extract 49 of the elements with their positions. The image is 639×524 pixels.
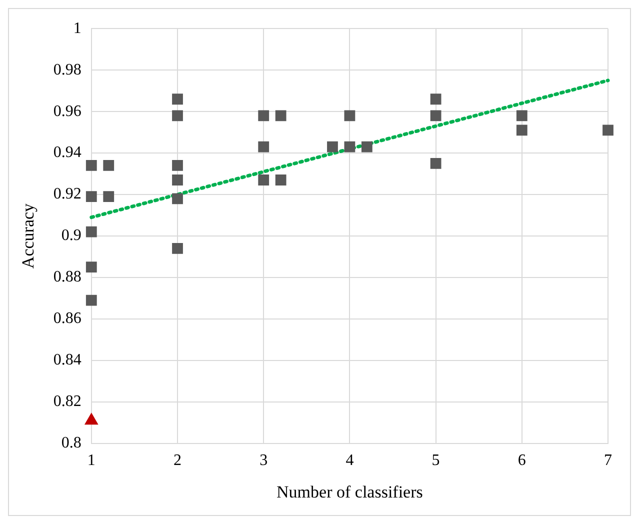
point <box>172 160 183 171</box>
y-tick-label: 0.96 <box>53 102 82 120</box>
y-tick-label: 0.8 <box>61 434 82 452</box>
point <box>103 191 114 202</box>
point <box>258 110 270 122</box>
y-tick-label: 0.98 <box>53 61 82 78</box>
point <box>430 158 442 169</box>
x-tick-label: 4 <box>346 452 354 470</box>
point <box>86 262 97 273</box>
x-tick-label: 7 <box>604 452 612 470</box>
point <box>430 94 442 105</box>
x-tick-label: 1 <box>87 452 96 470</box>
y-tick-label: 0.92 <box>53 186 82 203</box>
point <box>258 141 270 152</box>
point <box>516 110 528 122</box>
point <box>275 174 286 186</box>
point <box>103 160 114 171</box>
y-axis-title: Accuracy <box>18 202 38 269</box>
y-tick-label: 0.86 <box>53 310 82 328</box>
x-tick-label: 5 <box>432 452 440 470</box>
point <box>258 174 270 186</box>
y-tick-label: 1 <box>73 20 82 37</box>
point <box>172 242 183 254</box>
point <box>602 124 614 136</box>
point <box>275 110 286 122</box>
point <box>86 191 97 202</box>
point <box>84 413 98 425</box>
y-tick-label: 0.88 <box>53 268 82 286</box>
point <box>516 124 528 136</box>
point <box>86 294 97 306</box>
x-axis-title: Number of classifiers <box>276 482 423 502</box>
x-tick-label: 6 <box>518 452 526 470</box>
point <box>430 110 442 122</box>
point <box>344 141 356 152</box>
x-tick-label: 2 <box>174 452 182 470</box>
point <box>327 141 338 152</box>
point <box>172 193 183 204</box>
y-tick-label: 0.82 <box>53 393 82 410</box>
point <box>86 226 97 238</box>
point <box>172 174 183 186</box>
y-tick-label: 0.94 <box>53 144 82 162</box>
point <box>172 110 183 122</box>
x-tick-label: 3 <box>260 452 268 470</box>
point <box>344 110 356 122</box>
y-tick-label: 0.84 <box>53 352 82 369</box>
point <box>361 141 372 152</box>
y-tick-label: 0.9 <box>61 227 82 244</box>
point <box>172 94 183 105</box>
point <box>86 160 97 171</box>
